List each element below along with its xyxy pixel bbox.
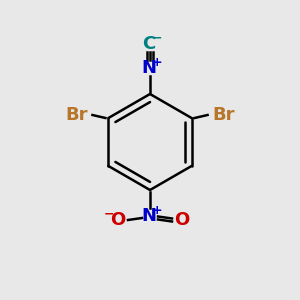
- Text: N: N: [142, 59, 157, 77]
- Text: Br: Br: [212, 106, 235, 124]
- Text: Br: Br: [65, 106, 88, 124]
- Text: −: −: [152, 32, 162, 44]
- Text: N: N: [142, 207, 157, 225]
- Text: O: O: [110, 211, 126, 229]
- Text: −: −: [104, 208, 114, 220]
- Text: +: +: [152, 203, 162, 217]
- Text: O: O: [174, 211, 190, 229]
- Text: +: +: [152, 56, 162, 68]
- Text: C: C: [142, 35, 156, 53]
